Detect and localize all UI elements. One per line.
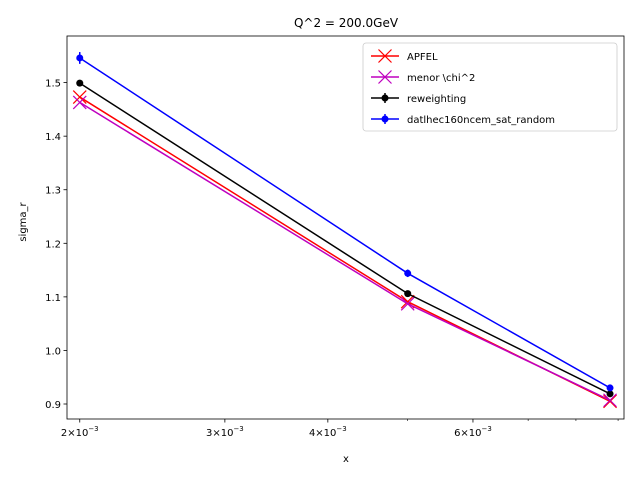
y-tick-label: 1.5 <box>45 79 61 90</box>
x-marker-stroke <box>378 70 392 84</box>
axes-frame <box>66 35 625 420</box>
legend: APFEL menor \chi^2 reweighting datlhec160nc… <box>362 42 618 132</box>
data-point <box>72 95 87 110</box>
x-marker-stroke <box>603 393 617 408</box>
legend-label: reweighting <box>407 94 466 105</box>
x-marker-stroke <box>603 394 617 409</box>
legend-entry: reweighting <box>371 93 466 105</box>
series-3 <box>76 52 614 392</box>
axis-ticks: 0.9 1.0 1.1 1.2 1.3 1.4 1.5 2×10−3 3×10−3 4×10−3 6… <box>45 79 619 439</box>
x-marker-stroke <box>400 294 415 309</box>
x-marker-stroke <box>72 90 87 104</box>
x-axis-label: x <box>343 454 349 465</box>
x-marker-stroke <box>378 49 392 63</box>
legend-marker <box>378 49 392 63</box>
data-point <box>404 269 412 277</box>
data-point <box>76 54 84 62</box>
legend-marker <box>378 70 392 84</box>
x-marker-stroke <box>72 95 87 110</box>
data-point <box>76 79 84 87</box>
legend-entry: menor \chi^2 <box>371 70 475 84</box>
plot-area <box>72 52 617 409</box>
data-point <box>400 296 415 311</box>
data-point <box>603 393 617 408</box>
y-tick-label: 1.0 <box>45 346 61 357</box>
y-tick-label: 1.2 <box>45 239 61 250</box>
legend-marker <box>381 115 389 123</box>
legend-frame <box>362 42 618 132</box>
y-tick-label: 1.3 <box>45 186 61 197</box>
x-tick-label: 6×10−3 <box>454 425 492 439</box>
x-tick-label: 2×10−3 <box>61 425 99 439</box>
legend-entry: APFEL <box>371 49 438 63</box>
data-point <box>72 90 87 104</box>
series-line <box>79 96 611 402</box>
legend-marker <box>381 94 389 102</box>
legend-label: APFEL <box>407 52 438 63</box>
legend-label: menor \chi^2 <box>407 73 475 84</box>
data-point <box>606 384 614 392</box>
x-marker-stroke <box>400 296 415 311</box>
data-point <box>603 394 617 409</box>
x-tick-label: 4×10−3 <box>309 425 347 439</box>
data-point <box>606 390 614 398</box>
y-tick-label: 1.1 <box>45 293 61 304</box>
series-2 <box>76 79 614 398</box>
data-point <box>404 290 412 298</box>
y-tick-label: 1.4 <box>45 132 61 143</box>
y-tick-label: 0.9 <box>45 400 61 411</box>
series-1 <box>72 95 617 408</box>
legend-label: datlhec160ncem_sat_random <box>407 115 555 126</box>
series-0 <box>72 90 617 409</box>
legend-entry: datlhec160ncem_sat_random <box>371 114 555 126</box>
x-tick-label: 3×10−3 <box>206 425 244 439</box>
chart-title: Q^2 = 200.0GeV <box>294 16 399 30</box>
y-axis-label: sigma_r <box>18 201 29 241</box>
